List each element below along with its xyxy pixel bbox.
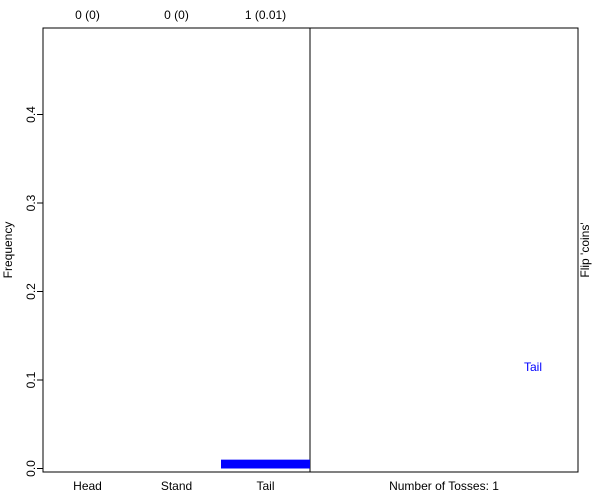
count-labels-group: 0 (0) 0 (0) 1 (0.01) <box>75 8 286 22</box>
toss-panel-frame <box>309 27 579 473</box>
y-tick-label: 0.4 <box>24 106 38 123</box>
count-label-head: 0 (0) <box>75 8 100 22</box>
bars-group <box>221 459 310 469</box>
x-tick-label-head: Head <box>73 479 102 493</box>
toss-result-label: Tail <box>524 360 542 374</box>
x-tick-labels-group: Head Stand Tail <box>73 479 274 493</box>
tosses-count-label: Number of Tosses: 1 <box>389 479 499 493</box>
y-axis: 0.0 0.1 0.2 0.3 0.4 <box>24 106 43 477</box>
bar-tail <box>221 459 310 469</box>
y-tick-label: 0.1 <box>24 371 38 388</box>
count-label-tail: 1 (0.01) <box>245 8 286 22</box>
y-axis-label: Frequency <box>1 222 15 279</box>
y-tick-label: 0.3 <box>24 194 38 211</box>
side-title: Flip 'coins' <box>578 222 592 277</box>
y-tick-label: 0.2 <box>24 283 38 300</box>
count-label-stand: 0 (0) <box>164 8 189 22</box>
y-tick-label: 0.0 <box>24 460 38 477</box>
histogram-frame <box>42 27 311 473</box>
x-tick-label-tail: Tail <box>256 479 274 493</box>
x-tick-label-stand: Stand <box>161 479 192 493</box>
